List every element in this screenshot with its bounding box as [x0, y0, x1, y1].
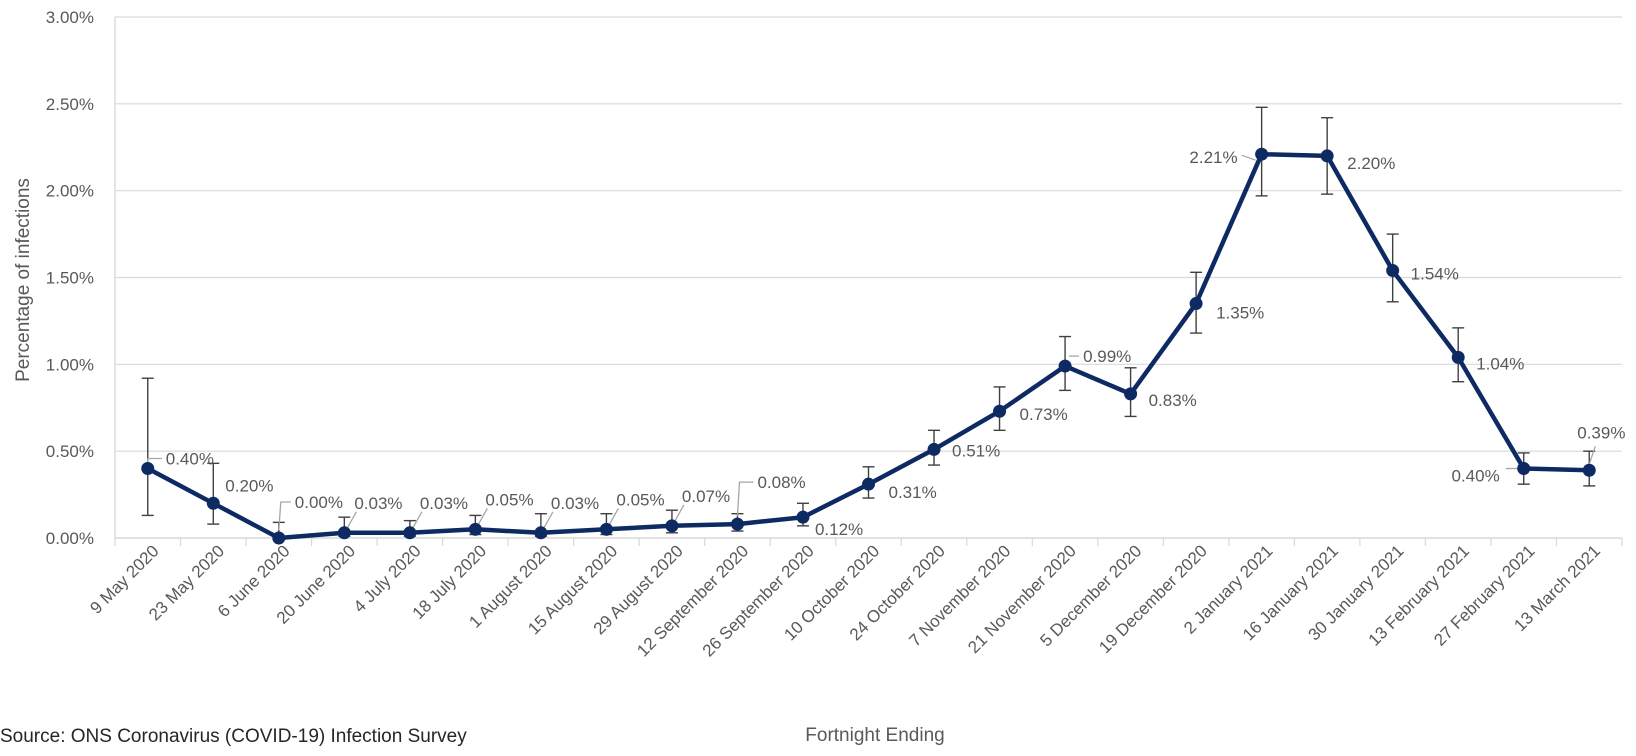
data-point	[337, 526, 351, 540]
data-label: 0.03%	[420, 494, 468, 513]
data-point	[599, 522, 613, 536]
x-tick-label: 21 November 2020	[964, 541, 1080, 657]
y-axis-title: Percentage of infections	[13, 178, 34, 382]
data-label: 0.03%	[551, 494, 599, 513]
y-tick-label: 0.00%	[46, 529, 94, 548]
data-label: 0.07%	[682, 487, 730, 506]
data-points	[141, 147, 1596, 545]
data-point	[993, 404, 1007, 418]
data-point	[862, 477, 875, 491]
data-label: 0.73%	[1020, 405, 1068, 424]
leader-line	[1588, 446, 1596, 465]
leader-line	[542, 511, 554, 531]
axes	[114, 17, 1623, 546]
data-label: 1.35%	[1216, 304, 1264, 323]
data-label: 2.20%	[1347, 154, 1395, 173]
source-note: Source: ONS Coronavirus (COVID-19) Infec…	[0, 726, 467, 747]
data-labels: 0.40% 0.20% 0.00% 0.03% 0.03% 0.05% 0.03% 0.05%…	[166, 148, 1626, 539]
data-label: 0.83%	[1149, 391, 1197, 410]
y-tick-label: 2.50%	[46, 95, 94, 114]
data-point	[927, 442, 941, 456]
y-tick-label: 3.00%	[46, 8, 94, 27]
data-label: 0.31%	[889, 483, 937, 502]
leader-line	[411, 511, 423, 531]
data-point	[1386, 264, 1400, 278]
data-label: 1.54%	[1411, 265, 1459, 284]
leader-line	[607, 508, 619, 527]
data-point	[206, 496, 220, 510]
data-label: 2.21%	[1189, 148, 1237, 167]
y-tick-label: 1.50%	[46, 269, 94, 288]
data-label: 0.12%	[815, 520, 863, 539]
data-point	[1582, 463, 1596, 477]
data-point	[141, 462, 155, 476]
data-point	[665, 519, 679, 533]
x-tick-label: 26 September 2020	[699, 541, 818, 660]
data-point	[796, 510, 810, 524]
label-leader-lines	[147, 154, 1596, 531]
y-axis-tick-labels: 0.00% 0.50% 1.00% 1.50% 2.00% 2.50% 3.00%	[46, 8, 94, 548]
x-tick-label: 12 September 2020	[633, 541, 752, 660]
data-label: 0.05%	[616, 490, 664, 509]
data-label: 0.99%	[1083, 347, 1131, 366]
data-point	[730, 517, 744, 531]
x-axis-title: Fortnight Ending	[805, 725, 944, 746]
data-point	[1058, 359, 1072, 373]
data-point	[1451, 350, 1465, 364]
data-point	[534, 526, 548, 540]
leader-line	[1241, 154, 1256, 161]
y-tick-label: 1.00%	[46, 355, 94, 374]
leader-line	[278, 501, 291, 531]
data-point	[468, 522, 482, 536]
data-label: 0.39%	[1577, 423, 1625, 442]
x-tick-label: 19 December 2020	[1095, 541, 1211, 657]
y-tick-label: 2.00%	[46, 182, 94, 201]
gridlines	[115, 16, 1622, 452]
data-label: 1.04%	[1476, 354, 1524, 373]
leader-line	[345, 511, 357, 531]
y-tick-label: 0.50%	[46, 442, 94, 461]
data-label: 0.40%	[166, 450, 214, 469]
data-label: 0.51%	[952, 441, 1000, 460]
data-label: 0.00%	[295, 493, 343, 512]
data-point	[1517, 462, 1531, 476]
data-point	[1320, 149, 1334, 163]
data-point	[1255, 147, 1269, 161]
data-label: 0.05%	[485, 490, 533, 509]
data-label: 0.08%	[757, 473, 805, 492]
leader-line	[673, 504, 685, 524]
leader-line	[736, 481, 754, 517]
data-label: 0.40%	[1452, 467, 1500, 486]
data-label: 0.03%	[354, 494, 402, 513]
data-label: 0.20%	[225, 476, 273, 495]
data-point	[1124, 387, 1138, 401]
leader-line	[476, 508, 488, 527]
data-point	[1189, 297, 1203, 311]
data-point	[272, 531, 286, 545]
data-point	[403, 526, 417, 540]
